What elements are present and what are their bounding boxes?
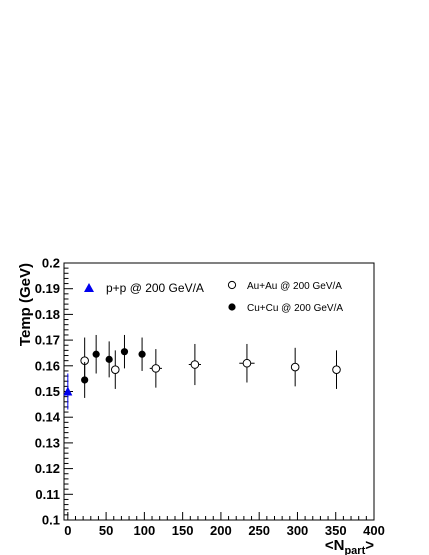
x-axis-title-main: <N <box>325 537 345 554</box>
y-tick-label: 0.16 <box>35 358 60 373</box>
series-filled-circle <box>81 334 146 398</box>
data-point <box>239 343 255 383</box>
data-point <box>80 337 89 384</box>
x-tick-label: 0 <box>64 523 71 538</box>
x-tick-label: 50 <box>99 523 113 538</box>
x-tick-label: 150 <box>172 523 194 538</box>
marker-filled-circle <box>81 376 89 384</box>
data-point <box>63 373 73 410</box>
x-tick-label: 100 <box>134 523 156 538</box>
data-point <box>188 343 202 386</box>
y-tick-label: 0.17 <box>35 333 60 348</box>
legend-marker-open-circle <box>227 280 237 290</box>
data-point <box>105 341 113 378</box>
marker-filled-circle <box>92 350 100 358</box>
data-point <box>332 350 341 389</box>
marker-open-circle <box>242 358 252 368</box>
marker-open-circle <box>151 364 161 373</box>
data-point <box>149 349 162 388</box>
y-tick-label: 0.18 <box>35 307 60 322</box>
y-tick-label: 0.11 <box>35 487 60 502</box>
marker-filled-circle <box>120 348 129 356</box>
x-axis-title-sub: part <box>344 545 365 555</box>
y-tick-label: 0.1 <box>42 513 60 528</box>
x-axis-title: <Npart> <box>325 537 374 555</box>
x-tick-label: 400 <box>363 523 385 538</box>
data-point <box>110 350 120 389</box>
data-point <box>81 361 89 398</box>
data-point <box>138 337 146 371</box>
axes: 0.1 0.11 0.12 0.13 0.14 0.15 0.16 0.17 0.18 0.19 0… <box>35 256 385 539</box>
x-tick-label: 200 <box>210 523 232 538</box>
x-tick-label: 300 <box>287 523 309 538</box>
x-axis-title-suffix: > <box>365 537 374 554</box>
legend-marker-filled-circle <box>228 303 236 311</box>
legend-label-pp: p+p @ 200 GeV/A <box>106 281 204 295</box>
data-points <box>63 334 341 410</box>
legend-label-auau: Au+Au @ 200 GeV/A <box>247 281 342 292</box>
y-tick-label: 0.15 <box>35 384 60 399</box>
y-tick-label: 0.13 <box>35 435 60 450</box>
legend: p+p @ 200 GeV/A Au+Au @ 200 GeV/A Cu+Cu … <box>84 280 343 314</box>
marker-open-circle <box>332 365 341 374</box>
data-point <box>92 334 100 374</box>
marker-triangle <box>63 386 73 396</box>
legend-marker-triangle <box>84 283 94 292</box>
x-tick-label: 250 <box>248 523 270 538</box>
series-open-circle <box>80 337 341 389</box>
data-point <box>120 334 129 369</box>
marker-open-circle <box>110 365 120 374</box>
marker-filled-circle <box>105 355 113 363</box>
y-tick-label: 0.14 <box>35 410 61 425</box>
series-triangle <box>63 373 73 410</box>
y-tick-label: 0.12 <box>35 461 60 476</box>
y-axis-title: Temp (GeV) <box>17 263 34 346</box>
x-tick-label: 350 <box>325 523 347 538</box>
legend-label-cucu: Cu+Cu @ 200 GeV/A <box>247 303 343 314</box>
data-point <box>290 347 300 387</box>
marker-filled-circle <box>138 350 146 358</box>
y-tick-label: 0.2 <box>42 256 60 271</box>
marker-open-circle <box>190 360 200 369</box>
marker-open-circle <box>290 362 300 372</box>
y-tick-label: 0.19 <box>35 281 60 296</box>
